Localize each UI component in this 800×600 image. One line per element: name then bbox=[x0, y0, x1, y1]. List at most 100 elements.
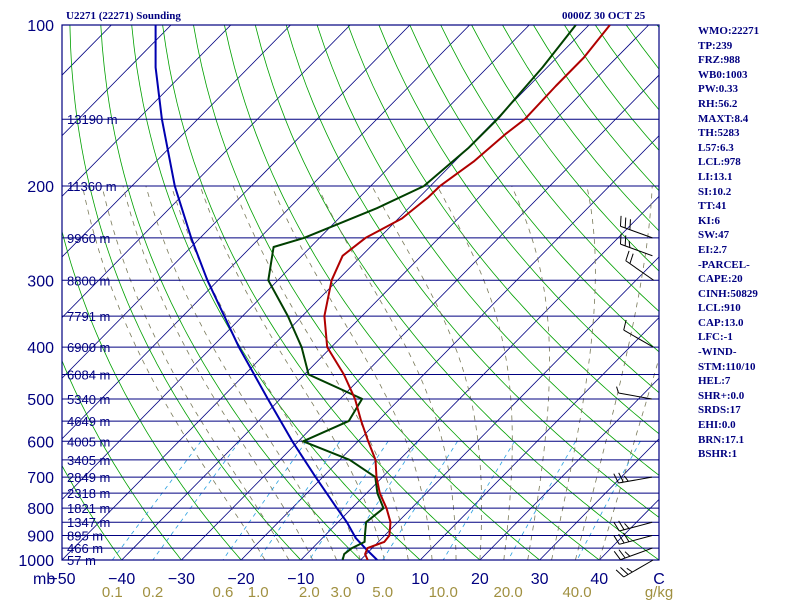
chart-title: U2271 (22271) Sounding bbox=[66, 10, 181, 22]
height-label: 9960 m bbox=[67, 231, 110, 246]
index-item: SI:10.2 bbox=[698, 185, 732, 198]
moist-adiabat-line bbox=[232, 185, 409, 560]
mixing-ratio-tick-label: 0.1 bbox=[102, 584, 123, 600]
temperature-tick-label: −50 bbox=[48, 571, 75, 588]
isotherm-line bbox=[62, 25, 172, 137]
wind-barb-shaft bbox=[618, 392, 653, 400]
wind-barb-flag bbox=[615, 569, 625, 578]
wind-barb bbox=[625, 250, 654, 281]
wind-barb-flag bbox=[619, 233, 622, 245]
moist-adiabat-line bbox=[436, 185, 513, 560]
isotherm-line bbox=[62, 25, 232, 197]
pressure-tick-label: 400 bbox=[27, 340, 54, 357]
pressure-tick-label: 200 bbox=[27, 179, 54, 196]
wind-barb-flag bbox=[619, 215, 622, 227]
index-item: KI:6 bbox=[698, 214, 720, 227]
temperature-tick-label: 20 bbox=[471, 571, 489, 588]
index-item: SW:47 bbox=[698, 229, 730, 242]
height-label: 5340 m bbox=[67, 392, 110, 407]
wind-barb-flag bbox=[628, 240, 631, 248]
height-label: 4005 m bbox=[67, 434, 110, 449]
temperature-tick-label: 40 bbox=[590, 571, 608, 588]
mixing-ratio-line bbox=[111, 441, 202, 560]
mixing-ratio-line bbox=[257, 441, 341, 560]
dry-adiabat-line bbox=[193, 25, 540, 560]
index-item: CINH:50829 bbox=[698, 287, 758, 300]
moist-adiabat-line bbox=[122, 186, 314, 560]
pressure-tick-label: 800 bbox=[27, 501, 54, 518]
pressure-tick-label: 300 bbox=[27, 273, 54, 290]
temperature-tick-label: 10 bbox=[411, 571, 429, 588]
moist-adiabat-line bbox=[317, 185, 457, 560]
index-item: SHR+:0.0 bbox=[698, 389, 745, 402]
wind-barb bbox=[613, 520, 653, 532]
moist-adiabat-line bbox=[511, 185, 550, 560]
isotherm-line bbox=[121, 25, 649, 560]
mixing-ratio-tick-label: 2.0 bbox=[299, 584, 320, 600]
temperature-tick-label: 30 bbox=[531, 571, 549, 588]
index-item: BSHR:1 bbox=[698, 448, 738, 461]
pressure-tick-label: 500 bbox=[27, 392, 54, 409]
isotherm-line bbox=[300, 195, 659, 560]
isotherm-line bbox=[479, 377, 659, 560]
index-item: FRZ:988 bbox=[698, 54, 741, 67]
mixing-ratio-tick-label: 3.0 bbox=[330, 584, 351, 600]
pressure-unit-label: mb bbox=[33, 571, 55, 588]
temperature-unit-label: C bbox=[653, 571, 665, 588]
wind-barb-shaft bbox=[619, 535, 653, 545]
dry-adiabat-line bbox=[254, 25, 659, 560]
height-label: 4649 m bbox=[67, 414, 110, 429]
wind-barb-flag bbox=[613, 521, 620, 532]
stability-indices-list: WMO:22271 TP:239 FRZ:988 WB0:1003 PW:0.33 RH:… bbox=[698, 24, 759, 462]
height-label: 2318 m bbox=[67, 486, 110, 501]
height-label: 11360 m bbox=[67, 179, 117, 194]
wind-barb-flag bbox=[624, 523, 630, 529]
moist-adiabat-line bbox=[371, 185, 483, 560]
index-item: EHI:0.0 bbox=[698, 419, 736, 432]
dewpoint-trace bbox=[267, 25, 577, 560]
isotherm-line bbox=[419, 316, 659, 560]
wind-barb-flag bbox=[629, 253, 634, 264]
dry-adiabat-line bbox=[564, 25, 659, 151]
wind-barb-flag bbox=[623, 532, 630, 542]
index-item: LI:13.1 bbox=[698, 170, 733, 183]
isotherm-line bbox=[240, 135, 659, 560]
isotherm-line bbox=[62, 25, 411, 379]
isotherm-line bbox=[62, 25, 351, 319]
index-item: PW:0.33 bbox=[698, 83, 739, 96]
pressure-tick-label: 1000 bbox=[18, 553, 54, 570]
wind-barb-flag bbox=[618, 533, 625, 544]
isotherm-line bbox=[539, 438, 659, 560]
mixing-ratio-tick-label: 10.0 bbox=[429, 584, 458, 600]
wind-barb-flag bbox=[618, 520, 625, 531]
dry-adiabat-line bbox=[162, 25, 481, 560]
mixing-ratio-tick-label: 1.0 bbox=[248, 584, 269, 600]
wind-barb-shaft bbox=[620, 547, 653, 561]
temperature-tick-label: −30 bbox=[168, 571, 195, 588]
mixing-ratio-line bbox=[340, 441, 419, 560]
height-label: 2849 m bbox=[67, 470, 110, 485]
moist-adiabat-line bbox=[199, 185, 385, 560]
wind-barb-shaft bbox=[618, 476, 653, 484]
wind-barb-flag bbox=[624, 235, 627, 246]
wind-barb-flag bbox=[616, 386, 619, 394]
wind-barb-shaft bbox=[620, 243, 653, 257]
pressure-tick-label: 600 bbox=[27, 434, 54, 451]
wind-barb bbox=[619, 233, 653, 257]
moist-adiabat-line bbox=[598, 357, 659, 560]
wind-barb-flag bbox=[613, 535, 620, 545]
moist-adiabat-line bbox=[145, 185, 337, 560]
temperature-tick-label: −40 bbox=[108, 571, 135, 588]
index-item: -PARCEL- bbox=[698, 258, 750, 271]
wind-barb-flag bbox=[624, 217, 627, 229]
mixing-ratio-line bbox=[382, 441, 458, 560]
isotherm-line bbox=[62, 25, 530, 500]
wind-barb bbox=[613, 472, 653, 484]
height-label: 57 m bbox=[67, 553, 96, 568]
mixing-ratio-tick-label: 40.0 bbox=[562, 584, 591, 600]
wind-barb-shaft bbox=[620, 225, 653, 239]
dry-adiabat-line bbox=[224, 25, 600, 560]
mixing-ratio-line bbox=[222, 441, 307, 560]
isotherm-line bbox=[62, 25, 470, 440]
